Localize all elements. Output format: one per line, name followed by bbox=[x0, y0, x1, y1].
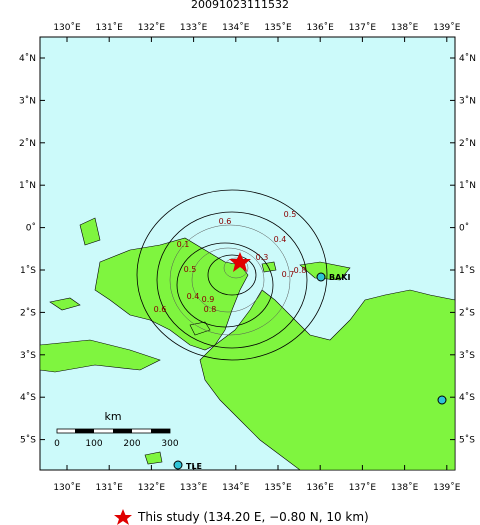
x-tick-label: 135˚E bbox=[264, 22, 292, 33]
y-tick-label: 3˚S bbox=[20, 350, 36, 361]
x-tick-label: 132˚E bbox=[138, 22, 166, 33]
x-tick-label: 139˚E bbox=[433, 22, 461, 33]
axis-ticks: 130˚E 130˚E 131˚E 131˚E 132˚E 132˚E 133˚E 133˚E… bbox=[19, 22, 476, 493]
scale-label: 200 bbox=[123, 439, 140, 449]
x-tick-label: 131˚E bbox=[96, 482, 124, 493]
contours bbox=[136, 189, 328, 361]
contour-labels: 0.10.50.40.60.50.40.30.90.80.60.7 0.8 bbox=[154, 210, 307, 314]
y-tick-label: 1˚N bbox=[459, 180, 476, 191]
y-tick-label: 5˚S bbox=[20, 435, 36, 446]
x-tick-label: 134˚E bbox=[222, 22, 250, 33]
scale-bar: km 0 100 200 300 bbox=[54, 410, 179, 449]
contour-label: 0.3 bbox=[256, 253, 269, 262]
y-tick-label: 1˚N bbox=[19, 180, 36, 191]
x-tick-label: 137˚E bbox=[349, 22, 377, 33]
contour-label: 0.5 bbox=[284, 210, 297, 219]
y-tick-label: 2˚N bbox=[19, 138, 36, 149]
x-tick-label: 136˚E bbox=[307, 22, 335, 33]
x-tick-label: 138˚E bbox=[391, 482, 419, 493]
contour-label: 0.4 bbox=[274, 235, 287, 244]
y-tick-label: 1˚S bbox=[20, 265, 36, 276]
contour-label: 0.6 bbox=[219, 217, 232, 226]
contour-label: 0.7 bbox=[282, 270, 295, 279]
y-tick-label: 3˚N bbox=[19, 95, 36, 106]
land bbox=[39, 217, 456, 471]
y-tick-label: 4˚S bbox=[20, 392, 36, 403]
legend-star bbox=[114, 509, 132, 525]
x-tick-label: 131˚E bbox=[96, 22, 124, 33]
station-marker bbox=[173, 460, 183, 470]
station-marker bbox=[316, 272, 326, 282]
x-tick-label: 139˚E bbox=[433, 482, 461, 493]
event-star bbox=[229, 252, 251, 272]
title: 20091023111532 bbox=[191, 0, 289, 11]
contour-label: 0.6 bbox=[154, 305, 167, 314]
contour-label: 0.9 bbox=[202, 295, 215, 304]
x-tick-label: 135˚E bbox=[264, 482, 292, 493]
station-marker bbox=[437, 395, 447, 405]
x-tick-label: 133˚E bbox=[180, 22, 208, 33]
x-tick-label: 134˚E bbox=[222, 482, 250, 493]
contour-label: 0.4 bbox=[187, 292, 200, 301]
x-tick-label: 137˚E bbox=[349, 482, 377, 493]
x-tick-label: 138˚E bbox=[391, 22, 419, 33]
y-tick-label: 2˚N bbox=[459, 138, 476, 149]
scale-label: 0 bbox=[54, 439, 60, 449]
y-tick-label: 0˚ bbox=[459, 223, 469, 234]
x-tick-label: 130˚E bbox=[53, 482, 81, 493]
y-tick-label: 2˚S bbox=[459, 307, 475, 318]
contour-label: 0.5 bbox=[184, 265, 197, 274]
y-tick-label: 3˚N bbox=[459, 95, 476, 106]
x-tick-label: 133˚E bbox=[180, 482, 208, 493]
y-tick-label: 1˚S bbox=[459, 265, 475, 276]
y-tick-label: 4˚N bbox=[459, 53, 476, 64]
x-tick-label: 136˚E bbox=[307, 482, 335, 493]
station-label: BAKI bbox=[329, 273, 350, 282]
x-tick-label: 130˚E bbox=[53, 22, 81, 33]
y-tick-label: 2˚S bbox=[20, 307, 36, 318]
legend-text: This study (134.20 E, −0.80 N, 10 km) bbox=[137, 510, 369, 524]
y-tick-label: 0˚ bbox=[26, 223, 36, 234]
contour-label: 0.8 bbox=[204, 305, 217, 314]
y-tick-label: 5˚S bbox=[459, 435, 475, 446]
contour-label: 0.1 bbox=[177, 240, 190, 249]
x-tick-label: 132˚E bbox=[138, 482, 166, 493]
y-tick-label: 4˚S bbox=[459, 392, 475, 403]
y-tick-label: 3˚S bbox=[459, 350, 475, 361]
scale-unit: km bbox=[104, 410, 121, 423]
contour-label: 0.8 bbox=[294, 266, 307, 275]
scale-label: 300 bbox=[161, 439, 178, 449]
y-tick-label: 4˚N bbox=[19, 53, 36, 64]
scale-label: 100 bbox=[85, 439, 102, 449]
